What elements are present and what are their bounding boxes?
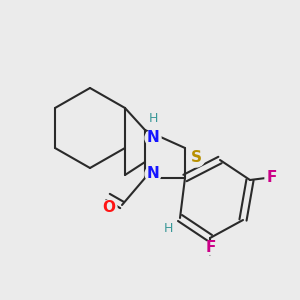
Circle shape (161, 221, 175, 235)
Circle shape (204, 241, 218, 255)
Circle shape (265, 171, 279, 185)
Text: F: F (267, 170, 277, 185)
Text: H: H (163, 221, 173, 235)
Text: H: H (148, 112, 158, 124)
Circle shape (101, 200, 117, 216)
Text: N: N (147, 167, 159, 182)
Text: F: F (206, 241, 216, 256)
Circle shape (146, 111, 160, 125)
Circle shape (145, 130, 161, 146)
Text: O: O (103, 200, 116, 215)
Circle shape (145, 166, 161, 182)
Circle shape (187, 149, 205, 167)
Text: N: N (147, 130, 159, 146)
Text: S: S (190, 151, 202, 166)
